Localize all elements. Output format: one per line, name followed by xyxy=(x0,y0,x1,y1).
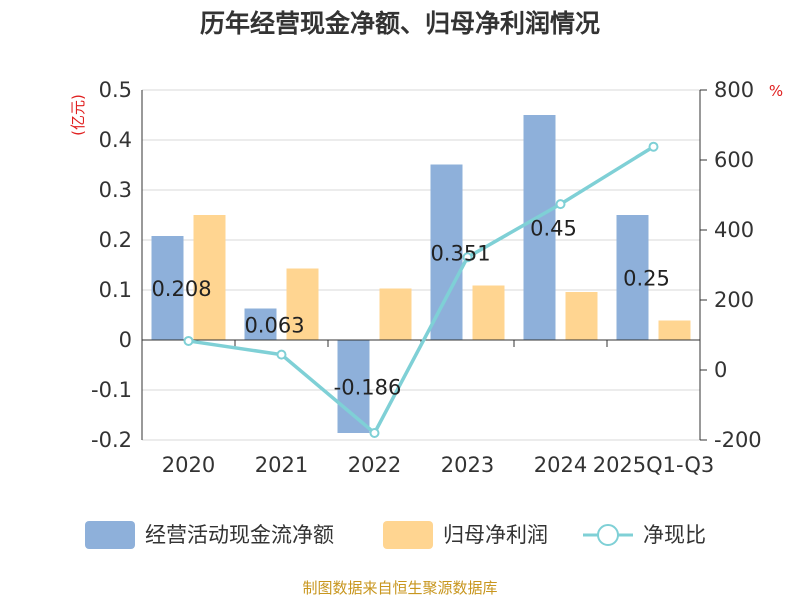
y-left-tick-label: 0.1 xyxy=(99,278,132,302)
legend: 经营活动现金流净额 归母净利润 净现比 xyxy=(85,521,706,549)
ratio-point xyxy=(648,141,659,152)
legend-swatch-cash xyxy=(85,521,135,549)
data-label-cash-flow: 0.063 xyxy=(244,313,304,337)
y-left-tick-label: 0.2 xyxy=(99,228,132,252)
ratio-point xyxy=(183,335,194,346)
y-right-tick-label: 600 xyxy=(714,148,754,172)
x-tick-label: 2025Q1-Q3 xyxy=(593,453,715,477)
y-left-tick-label: 0 xyxy=(119,328,132,352)
x-tick-label: 2023 xyxy=(441,453,494,477)
ratio-line xyxy=(183,141,659,438)
grid xyxy=(142,89,700,441)
y-right-tick-label: 800 xyxy=(714,78,754,102)
bar-net-profit xyxy=(472,285,505,340)
x-tick-label: 2022 xyxy=(348,453,401,477)
y-right-tick-label: -200 xyxy=(714,428,762,452)
y-right-tick-label: 400 xyxy=(714,218,754,242)
bar-cash-flow xyxy=(523,115,556,340)
ratio-point xyxy=(276,349,287,360)
y-left-tick-label: -0.2 xyxy=(91,428,132,452)
bar-cash-flow xyxy=(244,308,277,340)
y-left-tick-label: 0.3 xyxy=(99,178,132,202)
data-label-cash-flow: 0.45 xyxy=(530,217,577,241)
left-axis-unit: (亿元) xyxy=(69,94,87,136)
x-tick-label: 2021 xyxy=(255,453,308,477)
ratio-polyline xyxy=(188,145,655,436)
legend-marker-ratio xyxy=(597,524,619,546)
y-left-tick-label: 0.4 xyxy=(99,128,132,152)
data-label-cash-flow: 0.208 xyxy=(151,277,211,301)
bar-net-profit xyxy=(193,215,226,340)
legend-swatch-profit xyxy=(383,521,433,549)
x-tick-label: 2024 xyxy=(534,453,587,477)
data-label-cash-flow: 0.25 xyxy=(623,267,670,291)
legend-label-profit[interactable]: 归母净利润 xyxy=(443,523,548,547)
axes: -0.2 -0.1 0 0.1 0.2 0.3 0.4 0.5 -200 0 200 400 600 80… xyxy=(91,78,762,477)
bar-net-profit xyxy=(658,320,691,340)
bar-cash-flow xyxy=(151,236,184,340)
bar-cash-flow xyxy=(430,164,463,340)
data-label-cash-flow: 0.351 xyxy=(430,241,490,265)
legend-label-ratio[interactable]: 净现比 xyxy=(643,523,706,547)
bars xyxy=(151,115,691,433)
y-right-tick-label: 200 xyxy=(714,288,754,312)
bar-net-profit xyxy=(565,292,598,340)
bar-cash-flow xyxy=(616,215,649,340)
y-left-tick-label: 0.5 xyxy=(99,78,132,102)
bar-net-profit xyxy=(286,268,319,340)
y-right-tick-label: 0 xyxy=(714,358,727,382)
bar-net-profit xyxy=(379,288,412,340)
ratio-point xyxy=(555,199,566,210)
legend-label-cash[interactable]: 经营活动现金流净额 xyxy=(145,523,334,547)
data-label-cash-flow: -0.186 xyxy=(334,376,402,400)
source-note: 制图数据来自恒生聚源数据库 xyxy=(302,579,497,597)
y-left-tick-label: -0.1 xyxy=(91,378,132,402)
ratio-point xyxy=(462,252,473,263)
right-axis-unit: % xyxy=(769,82,783,100)
ratio-point xyxy=(369,428,380,438)
data-labels: 0.208 0.063 -0.186 0.351 0.45 0.25 xyxy=(151,217,669,400)
x-tick-label: 2020 xyxy=(162,453,215,477)
chart-title: 历年经营现金净额、归母净利润情况 xyxy=(200,9,600,38)
